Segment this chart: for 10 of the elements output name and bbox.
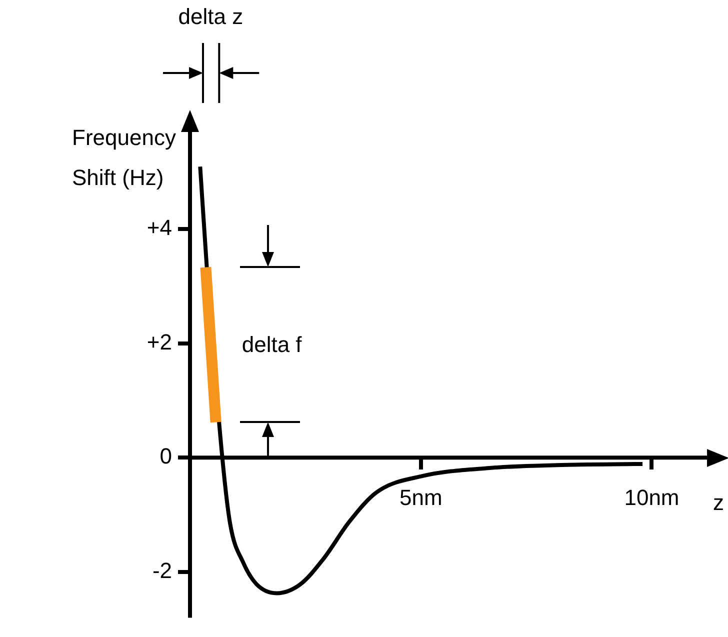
y-tick-label: +2: [146, 329, 172, 354]
text: delta z: [178, 4, 244, 30]
x-axis-title: z: [713, 490, 724, 516]
x-tick-label: 5nm: [399, 484, 442, 510]
y-tick-label: +4: [146, 214, 172, 240]
y-tick-label: 0: [160, 444, 172, 469]
annotation: delta f: [242, 332, 302, 358]
y-tick-label: -2: [152, 558, 172, 584]
y-axis-title: Frequency Shift (Hz): [72, 124, 177, 192]
x-tick-label: 10nm: [624, 484, 680, 510]
